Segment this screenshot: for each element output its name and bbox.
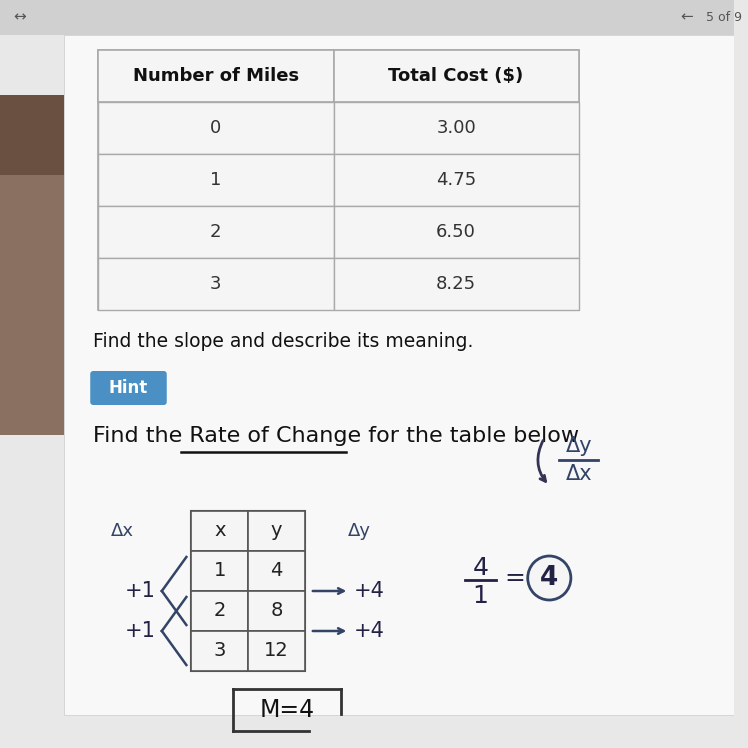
Text: 1: 1 <box>213 562 226 580</box>
Text: 6.50: 6.50 <box>436 223 476 241</box>
FancyBboxPatch shape <box>98 206 334 258</box>
FancyBboxPatch shape <box>64 35 734 715</box>
Text: M=4: M=4 <box>260 698 315 722</box>
FancyBboxPatch shape <box>91 371 167 405</box>
FancyBboxPatch shape <box>0 95 64 435</box>
FancyBboxPatch shape <box>334 154 579 206</box>
FancyBboxPatch shape <box>191 591 248 631</box>
FancyBboxPatch shape <box>248 551 305 591</box>
Text: Find the slope and describe its meaning.: Find the slope and describe its meaning. <box>94 332 473 351</box>
Text: 12: 12 <box>264 642 289 660</box>
Text: y: y <box>271 521 282 541</box>
Text: 1: 1 <box>473 584 488 608</box>
FancyBboxPatch shape <box>191 631 248 671</box>
FancyBboxPatch shape <box>334 102 579 154</box>
Text: 5 of 9: 5 of 9 <box>706 10 742 23</box>
FancyBboxPatch shape <box>98 50 334 102</box>
Text: 4.75: 4.75 <box>436 171 476 189</box>
Text: ←: ← <box>680 10 693 25</box>
FancyBboxPatch shape <box>248 631 305 671</box>
Text: 4: 4 <box>540 565 559 591</box>
Text: Δx: Δx <box>565 464 592 484</box>
Text: Δx: Δx <box>111 522 134 540</box>
Text: 0: 0 <box>210 119 221 137</box>
Text: x: x <box>214 521 225 541</box>
FancyBboxPatch shape <box>98 102 334 154</box>
Text: 3: 3 <box>213 642 226 660</box>
Text: ↔: ↔ <box>13 10 26 25</box>
FancyBboxPatch shape <box>191 551 248 591</box>
Text: Hint: Hint <box>109 379 148 397</box>
FancyBboxPatch shape <box>0 95 64 175</box>
Text: 8: 8 <box>271 601 283 621</box>
FancyBboxPatch shape <box>334 206 579 258</box>
Text: +4: +4 <box>354 581 385 601</box>
FancyBboxPatch shape <box>334 50 579 102</box>
Text: +1: +1 <box>125 581 156 601</box>
Text: 4: 4 <box>473 556 488 580</box>
Text: Δy: Δy <box>348 522 370 540</box>
Text: +1: +1 <box>125 621 156 641</box>
Text: 3.00: 3.00 <box>436 119 476 137</box>
FancyBboxPatch shape <box>191 511 305 671</box>
Text: Find the Rate of Change for the table below: Find the Rate of Change for the table be… <box>94 426 579 446</box>
FancyBboxPatch shape <box>248 511 305 551</box>
Text: Total Cost ($): Total Cost ($) <box>388 67 524 85</box>
Text: 2: 2 <box>213 601 226 621</box>
Text: 2: 2 <box>210 223 221 241</box>
Text: Number of Miles: Number of Miles <box>132 67 299 85</box>
FancyBboxPatch shape <box>334 258 579 310</box>
FancyBboxPatch shape <box>248 591 305 631</box>
FancyBboxPatch shape <box>191 511 248 551</box>
Text: =: = <box>504 566 525 590</box>
Circle shape <box>528 556 571 600</box>
FancyBboxPatch shape <box>98 50 579 310</box>
Text: 3: 3 <box>210 275 221 293</box>
Text: 4: 4 <box>271 562 283 580</box>
Text: 1: 1 <box>210 171 221 189</box>
Text: +4: +4 <box>354 621 385 641</box>
Text: 8.25: 8.25 <box>436 275 476 293</box>
FancyBboxPatch shape <box>98 258 334 310</box>
FancyBboxPatch shape <box>0 0 734 35</box>
FancyBboxPatch shape <box>98 154 334 206</box>
Text: Δy: Δy <box>565 436 592 456</box>
